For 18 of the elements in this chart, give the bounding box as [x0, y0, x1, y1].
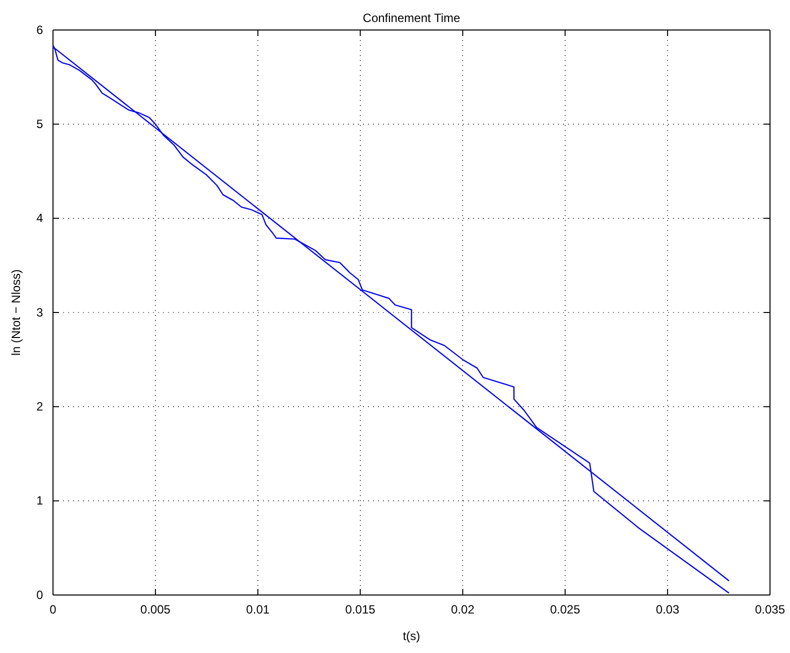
y-tick-label: 4	[36, 211, 44, 226]
x-tick-label: 0.02	[451, 602, 475, 617]
x-tick-label: 0.01	[246, 602, 270, 617]
y-tick-label: 5	[36, 117, 44, 132]
y-axis-title: ln (Ntot − Nloss)	[9, 269, 23, 356]
y-tick-label: 2	[36, 400, 44, 414]
y-tick-label: 6	[36, 22, 44, 37]
y-tick-label: 0	[36, 588, 44, 602]
x-tick-label: 0.015	[345, 602, 376, 617]
x-tick-label: 0	[50, 602, 57, 617]
y-tick-label: 3	[36, 305, 44, 320]
x-tick-label: 0.035	[754, 602, 786, 617]
x-tick-label: 0.03	[656, 602, 680, 617]
x-tick-label: 0.025	[550, 602, 580, 617]
y-tick-label: 1	[36, 494, 44, 508]
chart-title: Confinement Time	[362, 11, 461, 25]
x-axis-title: t(s)	[402, 629, 420, 643]
x-tick-label: 0.005	[140, 602, 171, 617]
